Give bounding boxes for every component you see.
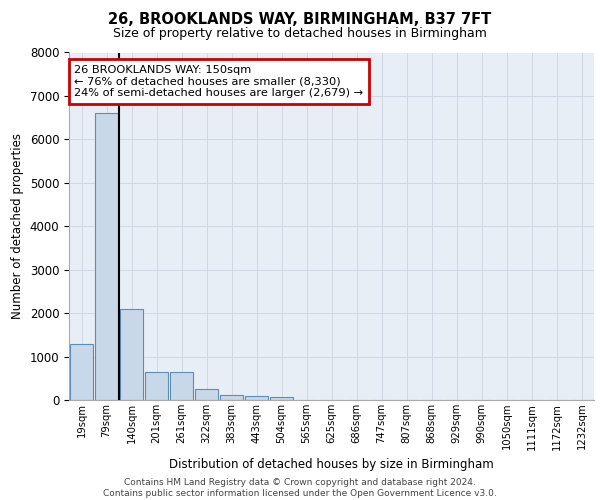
Text: Size of property relative to detached houses in Birmingham: Size of property relative to detached ho… xyxy=(113,28,487,40)
Bar xyxy=(245,396,268,400)
Bar xyxy=(170,372,193,400)
Bar xyxy=(270,396,293,400)
Bar xyxy=(120,309,143,400)
X-axis label: Distribution of detached houses by size in Birmingham: Distribution of detached houses by size … xyxy=(169,458,494,471)
Text: 26 BROOKLANDS WAY: 150sqm
← 76% of detached houses are smaller (8,330)
24% of se: 26 BROOKLANDS WAY: 150sqm ← 76% of detac… xyxy=(74,64,364,98)
Bar xyxy=(220,395,243,400)
Text: Contains HM Land Registry data © Crown copyright and database right 2024.
Contai: Contains HM Land Registry data © Crown c… xyxy=(103,478,497,498)
Text: 26, BROOKLANDS WAY, BIRMINGHAM, B37 7FT: 26, BROOKLANDS WAY, BIRMINGHAM, B37 7FT xyxy=(109,12,491,28)
Bar xyxy=(195,389,218,400)
Bar xyxy=(95,114,118,400)
Bar xyxy=(145,372,168,400)
Y-axis label: Number of detached properties: Number of detached properties xyxy=(11,133,24,320)
Bar xyxy=(70,344,93,400)
